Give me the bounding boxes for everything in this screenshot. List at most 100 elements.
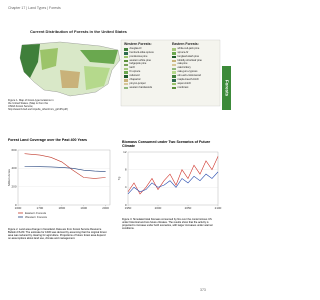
legend-item: oak-hickory — [172, 66, 202, 70]
legend-swatch — [124, 56, 128, 59]
legend-label: white-red-jack pine — [177, 47, 200, 50]
legend-item: larch — [124, 66, 154, 70]
plot-area — [127, 151, 219, 206]
x-tick-label: 2000 — [155, 206, 162, 210]
legend-swatch — [124, 79, 128, 82]
legend-swatch — [172, 59, 176, 63]
us-map — [19, 41, 121, 97]
legend-label: loblolly-shortleaf pine — [177, 58, 202, 62]
x-tick-label: 2000 — [102, 206, 109, 210]
legend-swatch — [124, 48, 128, 51]
legend-label: fir-spruce — [129, 70, 141, 74]
legend-swatch — [124, 83, 128, 86]
legend-item: pinyon-juniper — [124, 82, 154, 86]
map-title: Current Distribution of Forests in the U… — [30, 29, 127, 34]
legend-list: white-red-jack pine spruce-fir longleaf-sl… — [172, 47, 202, 90]
legend-label: redwood — [129, 74, 140, 78]
legend-label: aspen-birch — [177, 81, 192, 85]
legend-item: nonforest — [172, 85, 202, 90]
legend-swatch — [172, 71, 176, 74]
x-tick-label: 1800 — [58, 206, 65, 210]
legend-swatch — [124, 59, 128, 63]
legend-title: Eastern Forests: — [172, 42, 199, 46]
legend-item: western hardwoods — [124, 86, 154, 90]
series-line — [127, 156, 219, 195]
y-tick-label: 4 — [125, 185, 127, 189]
legend-label: lodgepole pine — [129, 62, 147, 66]
figure-title: Forest Land Coverage over the Past 400 Y… — [8, 138, 88, 142]
map-caption: Figure 1. Map of forest-type locations i… — [8, 99, 68, 111]
figure-caption: Figure 2. Land area change in forestland… — [8, 228, 107, 241]
legend-swatch — [124, 52, 128, 55]
side-tab — [222, 66, 231, 110]
y-tick-label: 200 — [11, 184, 16, 188]
y-tick-label: 8 — [125, 167, 127, 171]
legend-label: longleaf-slash pine — [177, 54, 200, 58]
x-tick-label: 1600 — [15, 206, 22, 210]
legend-item: loblolly-shortleaf pine — [172, 58, 202, 63]
side-tab-label: Forests — [224, 80, 229, 97]
legend-label: Eastern Forests — [25, 211, 47, 215]
legend-item: douglas-fir — [124, 47, 154, 51]
legend-item: redwood — [124, 74, 154, 78]
legend-swatch — [124, 86, 128, 90]
y-tick-label: 600 — [11, 148, 16, 152]
legend-list: douglas-fir hemlock-sitka spruce ponderosa… — [124, 47, 154, 90]
figure-title: Biomass Consumed under Two Scenarios of … — [122, 140, 211, 148]
legend-item: white-red-jack pine — [172, 47, 202, 51]
legend-swatch — [124, 63, 128, 67]
legend-item: fir-spruce — [124, 70, 154, 74]
x-tick-label: 1900 — [80, 206, 87, 210]
legend-swatch — [172, 83, 176, 86]
legend-item: elm-ash-cottonwood — [172, 74, 202, 78]
figure-caption: Figure 3. Simulated total biomass consum… — [122, 218, 213, 231]
legend-swatch — [172, 52, 176, 55]
y-tick-label: 12 — [123, 150, 127, 154]
legend-item: hemlock-sitka spruce — [124, 50, 154, 55]
legend-label: ponderosa pine — [129, 54, 148, 58]
legend-swatch — [172, 56, 176, 59]
legend-swatch — [172, 48, 176, 51]
y-tick-label: 0 — [15, 203, 17, 207]
legend-item: chaparral — [124, 77, 154, 82]
legend-swatch — [172, 67, 176, 70]
legend-label: douglas-fir — [129, 47, 142, 50]
x-tick-label: 1950 — [125, 206, 132, 210]
page: Forests 0 200 400 600 1600 1700 1800 1900 2000 Mi… — [6, 6, 231, 292]
legend-label: western white pine — [129, 58, 151, 62]
figures: Forests 0 200 400 600 1600 1700 1800 1900 2000 Mi… — [7, 39, 231, 219]
legend-item: lodgepole pine — [124, 62, 154, 67]
x-tick-label: 1700 — [37, 206, 44, 210]
legend-label: nonforest — [177, 85, 189, 89]
series-line — [24, 153, 106, 179]
legend-swatch — [172, 75, 176, 78]
legend-label: maple-beech-birch — [177, 77, 199, 81]
legend-item: aspen-birch — [172, 81, 202, 86]
legend-item: maple-beech-birch — [172, 77, 202, 82]
legend-label: elm-ash-cottonwood — [177, 74, 201, 78]
legend-label: chaparral — [129, 77, 141, 81]
legend-item: oak-gum-cypress — [172, 70, 202, 74]
running-head: Chapter 17 | Land Types | Forests — [8, 6, 61, 10]
y-tick-label: 0 — [125, 203, 127, 207]
legend-label: oak-gum-cypress — [177, 70, 198, 74]
series-line — [127, 171, 219, 195]
legend-box — [120, 39, 221, 107]
x-tick-label: 2050 — [185, 206, 192, 210]
legend-swatch — [172, 79, 176, 82]
legend-label: oak-pine — [177, 62, 188, 66]
legend-swatch — [172, 86, 176, 90]
legend-item: western white pine — [124, 58, 154, 63]
legend-label: spruce-fir — [177, 50, 189, 54]
legend-title: Western Forests: — [124, 42, 152, 46]
plot-area — [17, 149, 111, 206]
legend-swatch — [124, 67, 128, 70]
y-axis-label: Tg — [117, 176, 121, 180]
x-tick-label: 2100 — [215, 206, 222, 210]
y-tick-label: 400 — [11, 166, 16, 170]
legend-label: hemlock-sitka spruce — [129, 50, 154, 54]
legend-item: oak-pine — [172, 62, 202, 67]
legend-label: oak-hickory — [177, 66, 191, 70]
series-line — [24, 166, 106, 172]
legend-item: ponderosa pine — [124, 54, 154, 59]
